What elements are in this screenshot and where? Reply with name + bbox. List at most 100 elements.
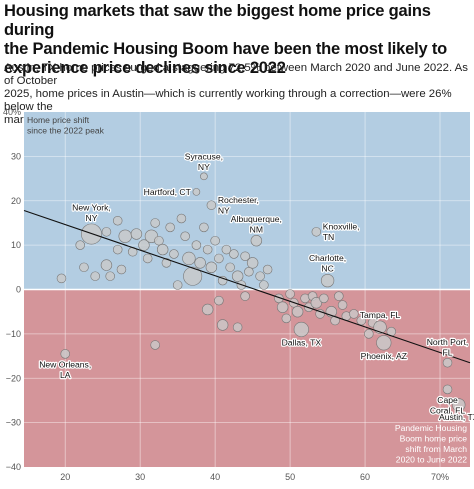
data-point <box>118 229 132 243</box>
trend-line <box>23 209 471 364</box>
y-tick-label: 0 <box>16 285 21 295</box>
point-label: Hartford, CT <box>144 187 192 197</box>
data-point <box>216 319 229 331</box>
labeled-data-point <box>311 227 322 237</box>
data-point <box>281 313 292 324</box>
point-label-line: New York, <box>72 202 111 212</box>
point-label-line: Albuquerque, <box>231 214 282 224</box>
data-point <box>138 239 150 251</box>
x-axis-title: Pandemic Housing Boom home price shift fro… <box>395 423 467 465</box>
y-axis-title: Home price shift since the 2022 peak <box>27 115 105 136</box>
subtitle-line: 2025, home prices in Austin—which is cur… <box>4 88 452 113</box>
data-point <box>246 257 259 269</box>
labeled-data-point <box>250 234 263 247</box>
data-point <box>150 340 160 350</box>
data-point <box>56 273 67 284</box>
data-point <box>229 249 239 259</box>
data-point <box>154 235 164 246</box>
data-point <box>150 218 160 228</box>
data-point <box>285 289 295 299</box>
y-axis-title-line: since the 2022 peak <box>27 126 105 136</box>
data-point <box>182 251 196 266</box>
point-label-line: Tampa, FL <box>360 310 401 320</box>
point-label: Phoenix, AZ <box>361 351 407 361</box>
point-label-line: Cape <box>437 395 458 405</box>
data-point <box>356 315 367 326</box>
y-tick-label: 30 <box>11 151 21 161</box>
y-tick-label: −40 <box>6 462 21 472</box>
point-label: Austin, TX <box>439 412 474 422</box>
point-label-line: NC <box>321 263 333 273</box>
data-point <box>161 258 172 268</box>
data-point <box>217 275 228 286</box>
point-label-line: Knoxville, <box>323 222 360 232</box>
labeled-data-point <box>452 398 466 412</box>
point-label: Rochester, NY <box>218 195 259 216</box>
point-label: New Orleans, LA <box>39 359 91 380</box>
data-point <box>262 264 273 275</box>
data-point <box>315 309 325 319</box>
data-point <box>291 305 304 318</box>
data-points <box>56 172 466 412</box>
title-line: Housing markets that saw the biggest hom… <box>4 2 431 39</box>
chart-title: Housing markets that saw the biggest hom… <box>4 2 470 78</box>
point-label-line: Syracuse, <box>185 151 223 161</box>
point-label-line: NY <box>85 213 97 223</box>
data-point <box>172 280 183 290</box>
labeled-data-point <box>376 335 392 351</box>
data-point <box>259 280 269 290</box>
labeled-data-point <box>192 188 201 196</box>
data-point <box>319 293 329 304</box>
data-point <box>205 261 218 274</box>
data-point <box>202 244 213 255</box>
data-point <box>210 235 220 246</box>
data-point <box>112 244 123 255</box>
data-point <box>75 240 85 250</box>
data-point <box>334 291 344 301</box>
x-tick-label: 40 <box>210 472 220 482</box>
point-label: Charlotte, NC <box>309 253 346 274</box>
data-point <box>112 215 123 226</box>
point-label-line: Charlotte, <box>309 253 346 263</box>
trend-line-layer <box>23 209 471 364</box>
x-axis-title-line: shift from March <box>405 444 467 454</box>
point-label: North Port, FL <box>427 337 469 358</box>
y-tick-label: −20 <box>6 373 21 383</box>
labeled-data-point <box>200 172 208 181</box>
data-point <box>244 266 254 277</box>
data-point <box>232 322 243 332</box>
data-point <box>105 271 115 281</box>
point-label-line: New Orleans, <box>39 359 91 369</box>
subtitle-line: Austin, TX home prices surged a staggeri… <box>4 62 468 87</box>
x-tick-label: 20 <box>60 472 70 482</box>
data-point <box>364 329 374 339</box>
point-label: Cape Coral, FL <box>430 395 466 416</box>
y-tick-label: 10 <box>11 240 21 250</box>
data-point <box>180 231 190 242</box>
point-label: Syracuse, NY <box>185 151 223 172</box>
data-point <box>276 301 289 313</box>
point-label-line: Austin, TX <box>439 412 474 422</box>
data-point <box>240 251 250 261</box>
labeled-data-point <box>442 357 453 368</box>
point-label-line: Phoenix, AZ <box>361 351 407 361</box>
y-tick-label: 20 <box>11 196 21 206</box>
y-axis-title-line: Home price shift <box>27 115 90 125</box>
labeled-data-point <box>206 200 217 210</box>
y-tick-label: 40% <box>3 107 21 117</box>
data-point <box>165 222 175 233</box>
data-point <box>101 227 112 237</box>
point-label-line: NY <box>218 205 230 215</box>
data-point <box>214 295 224 306</box>
x-axis-title-line: Pandemic Housing <box>395 423 467 433</box>
data-point <box>337 300 348 310</box>
data-point <box>310 297 323 309</box>
point-label: Knoxville, TN <box>323 222 360 243</box>
labeled-data-point <box>320 273 335 288</box>
axis-labels: 20 30 40 50 60 70% −40 −30 −20 −10 0 10 20 30 40% Home … <box>3 107 467 482</box>
point-label-line: North Port, <box>427 337 469 347</box>
point-label: New York, NY <box>72 202 111 223</box>
x-tick-label: 60 <box>360 472 370 482</box>
data-point <box>221 244 232 255</box>
